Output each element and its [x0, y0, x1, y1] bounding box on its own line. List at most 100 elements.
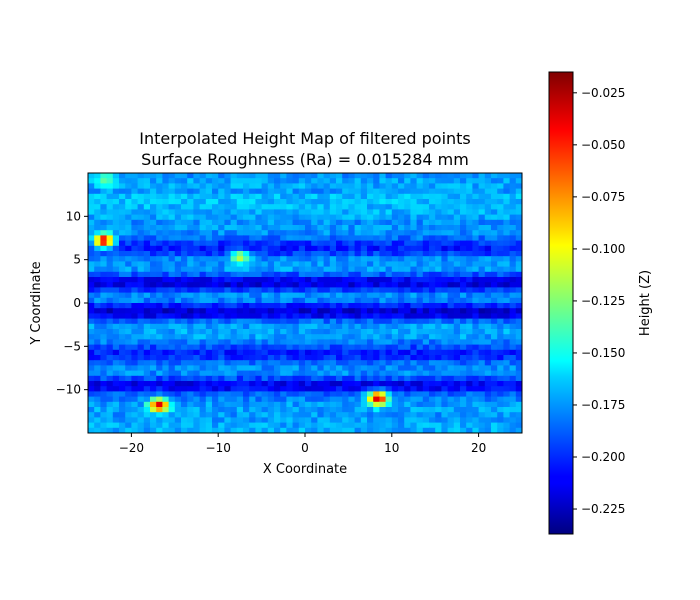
heatmap-cell: [342, 412, 349, 418]
heatmap-cell: [255, 344, 263, 351]
heatmap-cell: [274, 339, 281, 346]
heatmap-cell: [416, 173, 424, 179]
heatmap-cell: [360, 245, 368, 252]
heatmap-cell: [292, 427, 300, 433]
heatmap-cell: [292, 245, 300, 252]
heatmap-cell: [137, 375, 145, 382]
heatmap-cell: [503, 193, 511, 200]
heatmap-cell: [162, 339, 170, 346]
heatmap-cell: [193, 199, 201, 205]
heatmap-cell: [429, 344, 436, 351]
heatmap-cell: [261, 329, 269, 335]
heatmap-cell: [174, 235, 182, 242]
heatmap-cell: [391, 391, 399, 398]
heatmap-cell: [336, 344, 343, 351]
heatmap-cell: [348, 297, 356, 304]
heatmap-cell: [317, 412, 325, 418]
heatmap-cell: [119, 344, 126, 351]
heatmap-cell: [447, 303, 455, 309]
heatmap-cell: [261, 282, 269, 288]
heatmap-cell: [125, 219, 132, 226]
heatmap-cell: [267, 209, 275, 216]
heatmap-cell: [373, 381, 380, 387]
heatmap-cell: [280, 277, 287, 283]
heatmap-cell: [404, 271, 411, 278]
heatmap-cell: [212, 193, 219, 200]
heatmap-cell: [460, 318, 467, 325]
heatmap-cell: [181, 271, 188, 278]
heatmap-cell: [162, 230, 170, 236]
heatmap-cell: [373, 292, 380, 299]
heatmap-cell: [94, 370, 101, 377]
heatmap-cell: [249, 427, 256, 433]
heatmap-cell: [466, 256, 473, 262]
heatmap-cell: [286, 386, 294, 392]
heatmap-cell: [416, 339, 424, 346]
heatmap-cell: [280, 297, 287, 304]
heatmap-cell: [503, 339, 511, 346]
heatmap-cell: [174, 365, 182, 372]
heatmap-cell: [466, 323, 473, 330]
heatmap-cell: [478, 183, 486, 190]
heatmap-cell: [305, 173, 312, 179]
heatmap-cell: [416, 214, 424, 221]
heatmap-cell: [311, 313, 318, 320]
heatmap-cell: [236, 323, 244, 330]
heatmap-cell: [497, 173, 504, 179]
heatmap-cell: [131, 401, 139, 408]
heatmap-cell: [224, 329, 232, 335]
heatmap-cell: [143, 412, 151, 418]
heatmap-cell: [274, 225, 281, 231]
heatmap-cell: [484, 178, 492, 184]
heatmap-cell: [484, 370, 492, 377]
heatmap-cell: [336, 183, 343, 190]
heatmap-cell: [137, 417, 145, 424]
heatmap-cell: [280, 407, 287, 413]
heatmap-cell: [484, 292, 492, 299]
heatmap-cell: [174, 386, 182, 392]
heatmap-cell: [298, 339, 306, 346]
heatmap-cell: [478, 349, 486, 356]
heatmap-cell: [367, 261, 374, 268]
heatmap-cell: [509, 225, 517, 231]
colorbar-tick-label: −0.075: [581, 190, 625, 204]
heatmap-cell: [391, 381, 399, 387]
heatmap-cell: [131, 412, 139, 418]
heatmap-cell: [119, 303, 126, 309]
heatmap-cell: [298, 355, 306, 361]
heatmap-cell: [205, 292, 213, 299]
heatmap-cell: [305, 271, 312, 278]
heatmap-cell: [305, 230, 312, 236]
heatmap-cell: [174, 344, 182, 351]
heatmap-cell: [385, 407, 393, 413]
heatmap-cell: [466, 240, 473, 247]
heatmap-cell: [385, 256, 393, 262]
heatmap-cell: [478, 240, 486, 247]
heatmap-cell: [336, 230, 343, 236]
heatmap-cell: [472, 271, 480, 278]
heatmap-cell: [379, 178, 387, 184]
heatmap-cell: [422, 349, 430, 356]
heatmap-cell: [354, 183, 362, 190]
heatmap-cell: [342, 360, 349, 366]
heatmap-cell: [224, 193, 232, 200]
heatmap-cell: [212, 370, 219, 377]
heatmap-cell: [509, 391, 517, 398]
heatmap-cell: [249, 188, 256, 195]
heatmap-cell: [119, 313, 126, 320]
heatmap-cell: [385, 334, 393, 340]
heatmap-cell: [168, 349, 176, 356]
heatmap-cell: [181, 427, 188, 433]
heatmap-cell: [224, 427, 232, 433]
heatmap-cell: [88, 375, 95, 382]
heatmap-cell: [460, 240, 467, 247]
heatmap-cell: [100, 396, 108, 403]
heatmap-cell: [212, 401, 219, 408]
heatmap-cell: [509, 401, 517, 408]
heatmap-cell: [422, 308, 430, 314]
heatmap-cell: [385, 365, 393, 372]
heatmap-cell: [150, 344, 157, 351]
heatmap-cell: [131, 199, 139, 205]
heatmap-cell: [484, 360, 492, 366]
heatmap-cell: [156, 214, 163, 221]
